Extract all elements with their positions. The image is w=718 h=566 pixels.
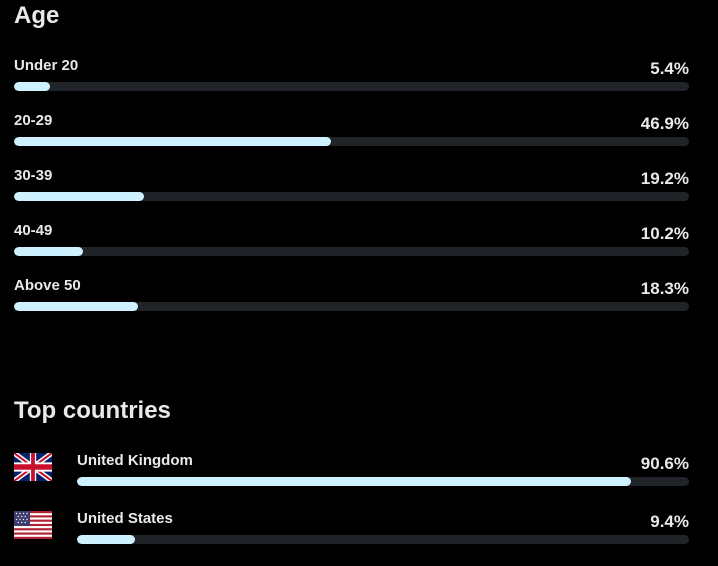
age-bar-fill <box>14 247 83 256</box>
age-row-above-50: Above 50 18.3% <box>14 278 689 312</box>
country-bar-fill <box>77 535 135 544</box>
country-row-united-states: United States 9.4% <box>14 511 689 545</box>
age-row-percent: 10.2% <box>640 224 689 243</box>
country-row-united-kingdom: United Kingdom 90.6% <box>14 453 689 487</box>
age-row-percent: 46.9% <box>640 114 689 133</box>
age-bar-fill <box>14 302 138 311</box>
age-bar-fill <box>14 82 51 91</box>
age-bar-fill <box>14 192 144 201</box>
countries-section-title: Top countries <box>14 397 171 424</box>
uk-flag-icon <box>14 453 52 481</box>
age-row-label: 20-29 <box>14 112 53 129</box>
age-bar-track <box>14 82 689 91</box>
age-row-label: Above 50 <box>14 277 81 294</box>
age-row-40-49: 40-49 10.2% <box>14 223 689 257</box>
age-row-percent: 18.3% <box>640 279 689 298</box>
country-bar-track <box>77 477 689 486</box>
age-row-20-29: 20-29 46.9% <box>14 113 689 147</box>
us-flag-icon <box>14 511 52 539</box>
country-row-percent: 9.4% <box>650 512 689 531</box>
age-bar-track <box>14 137 689 146</box>
country-row-label: United Kingdom <box>77 452 193 469</box>
country-row-percent: 90.6% <box>640 454 689 473</box>
country-bar-track <box>77 535 689 544</box>
age-bar-track <box>14 302 689 311</box>
age-row-under-20: Under 20 5.4% <box>14 58 689 92</box>
age-row-label: Under 20 <box>14 57 79 74</box>
age-bar-fill <box>14 137 331 146</box>
age-section-title: Age <box>14 2 60 29</box>
age-row-label: 30-39 <box>14 167 53 184</box>
age-row-30-39: 30-39 19.2% <box>14 168 689 202</box>
age-row-percent: 19.2% <box>640 169 689 188</box>
age-bar-track <box>14 247 689 256</box>
age-row-label: 40-49 <box>14 222 53 239</box>
country-row-label: United States <box>77 510 173 527</box>
age-row-percent: 5.4% <box>650 59 689 78</box>
age-bar-track <box>14 192 689 201</box>
country-bar-fill <box>77 477 632 486</box>
